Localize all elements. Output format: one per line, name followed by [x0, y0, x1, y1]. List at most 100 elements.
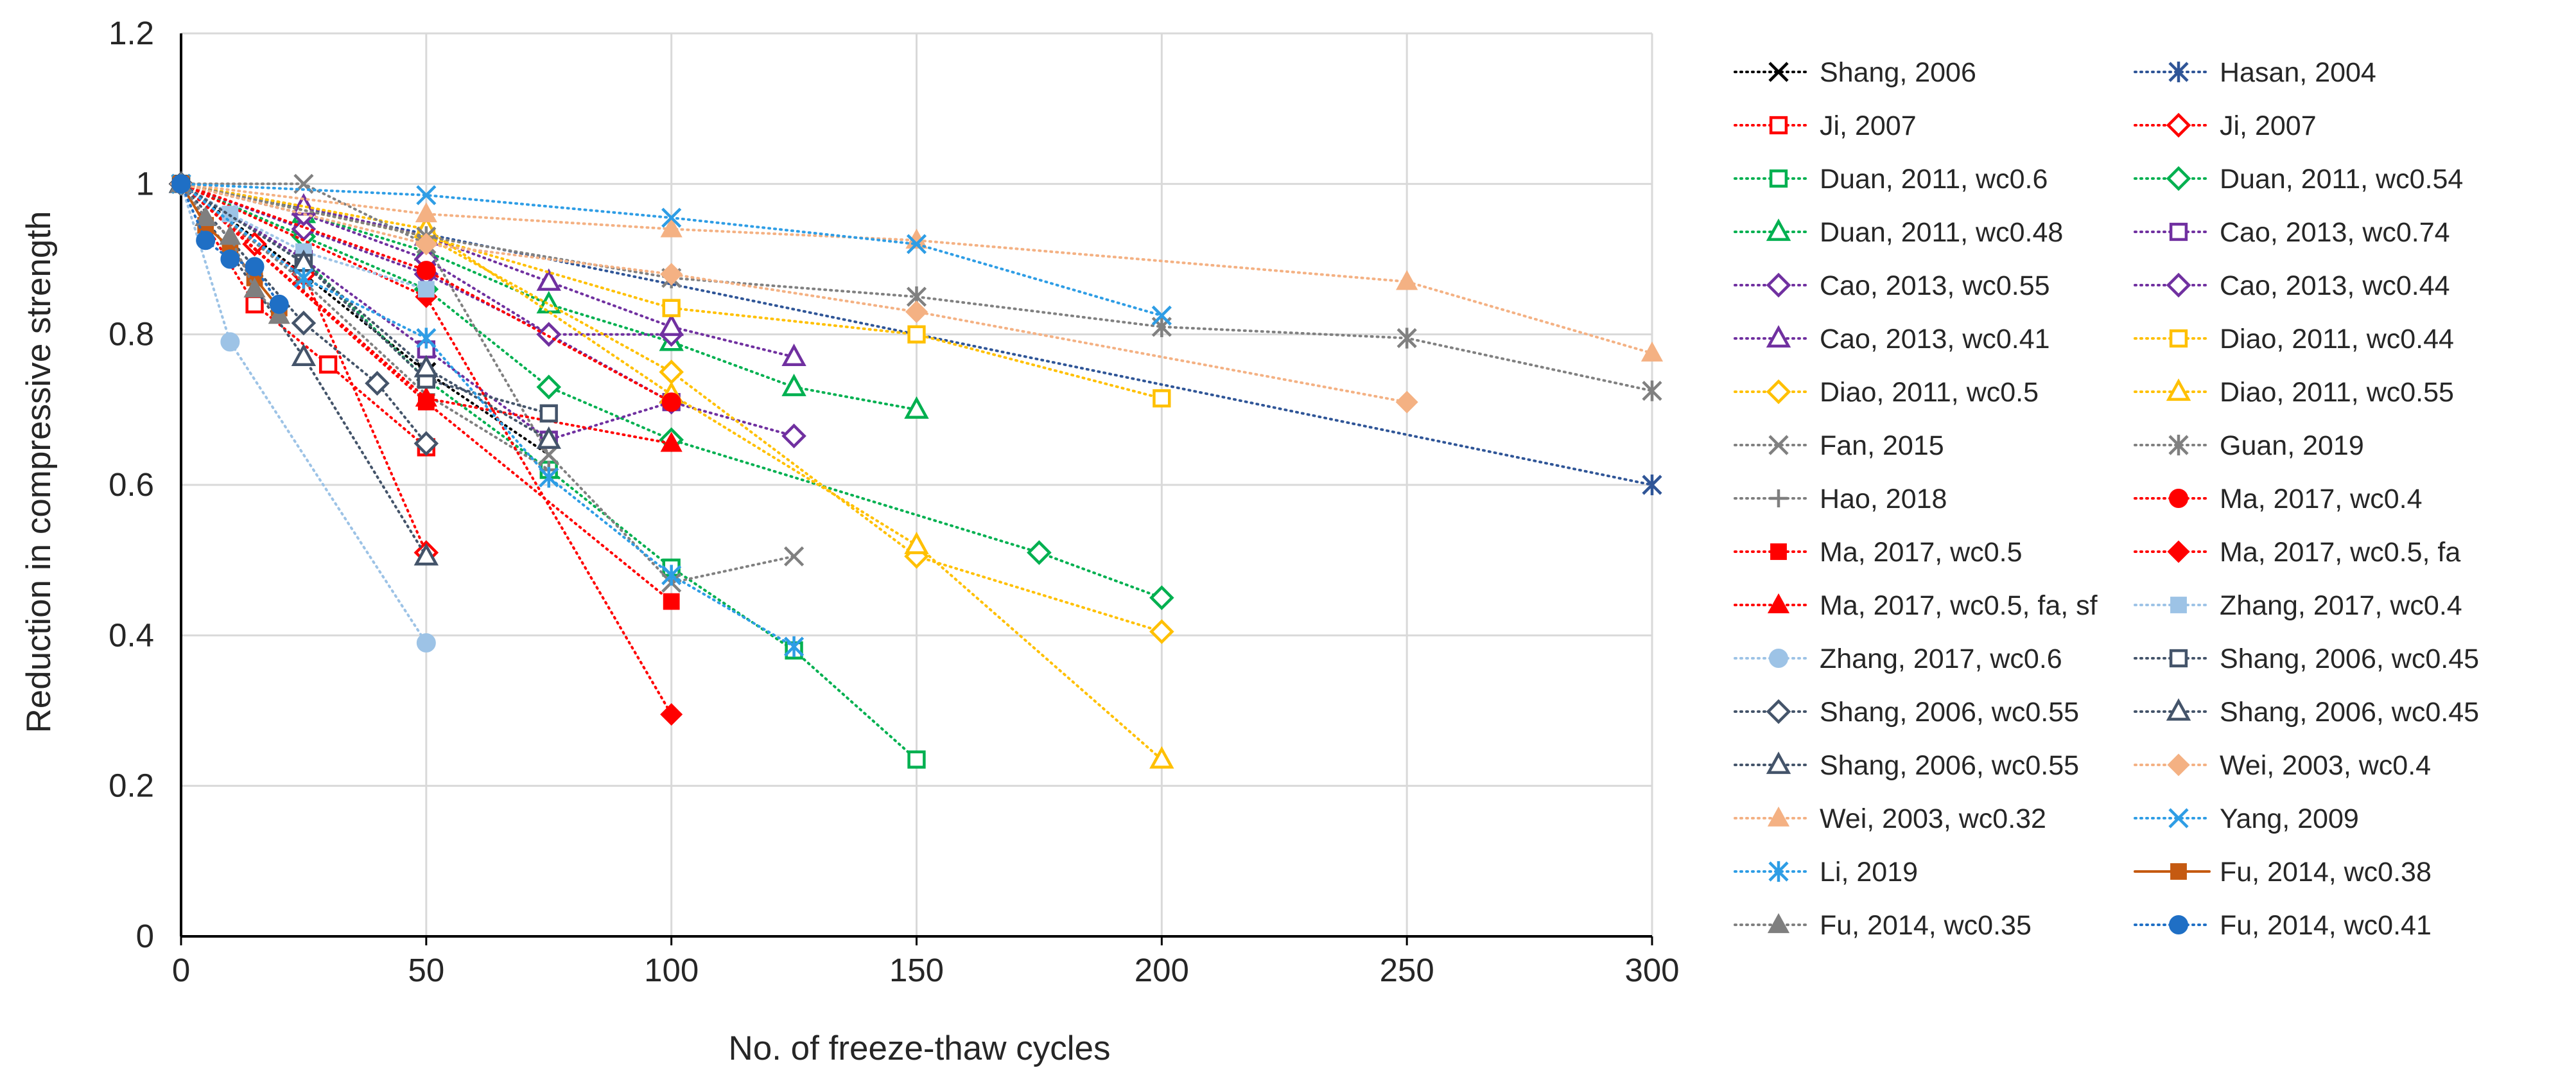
data-point	[1149, 619, 1174, 644]
legend-marker	[1766, 325, 1791, 348]
data-point	[781, 423, 806, 449]
data-point	[660, 217, 683, 238]
legend-entry: Fu, 2014, wc0.35	[1734, 910, 2032, 941]
legend-marker	[2169, 649, 2188, 668]
data-point	[1397, 328, 1417, 349]
legend-entry: Ji, 2007	[1734, 110, 1917, 141]
legend-label: Fu, 2014, wc0.41	[2220, 910, 2432, 941]
legend-entry: Diao, 2011, wc0.44	[2134, 324, 2454, 355]
legend-marker	[2167, 540, 2190, 563]
legend-marker	[2169, 222, 2188, 241]
data-point	[416, 633, 436, 653]
data-point	[413, 431, 439, 456]
data-point	[415, 387, 437, 407]
legend-label: Ji, 2007	[1820, 110, 1917, 141]
data-point	[783, 636, 805, 658]
legend-marker	[1766, 751, 1791, 775]
data-point	[416, 328, 437, 349]
data-point	[1027, 540, 1052, 565]
data-point	[1396, 270, 1418, 290]
data-point	[415, 202, 437, 223]
legend-label: Cao, 2013, wc0.74	[2220, 217, 2450, 248]
data-point	[660, 432, 683, 452]
legend-entry: Cao, 2013, wc0.44	[2134, 270, 2450, 301]
data-point	[416, 185, 437, 206]
data-point	[1149, 585, 1174, 611]
legend-marker	[1767, 806, 1790, 827]
legend: Shang, 2006 Hasan, 2004 Ji, 2007 Ji, 2007 Du…	[1734, 57, 2479, 941]
legend-marker	[1767, 593, 1790, 613]
data-point	[536, 322, 562, 347]
legend-marker	[1768, 861, 1789, 882]
y-tick-label: 1.2	[109, 15, 154, 51]
legend-marker	[1768, 435, 1789, 455]
legend-marker	[2166, 272, 2191, 298]
legend-label: Zhang, 2017, wc0.4	[2220, 590, 2462, 621]
legend-label: Duan, 2011, wc0.6	[1820, 164, 2048, 195]
legend-entry: Ma, 2017, wc0.4	[2134, 484, 2423, 514]
legend-label: Cao, 2013, wc0.41	[1820, 324, 2050, 355]
data-point	[269, 294, 289, 314]
data-point	[905, 301, 928, 324]
legend-label: Wei, 2003, wc0.4	[2220, 750, 2431, 781]
data-point	[243, 277, 266, 298]
legend-label: Ji, 2007	[2220, 110, 2317, 141]
legend-label: Ma, 2017, wc0.4	[2220, 484, 2423, 514]
series-layer	[168, 170, 1664, 769]
legend-entry: Duan, 2011, wc0.6	[1734, 164, 2048, 195]
legend-marker	[1769, 649, 1788, 668]
legend-marker	[2166, 698, 2191, 721]
data-point	[268, 304, 290, 324]
y-tick-label: 0.4	[109, 617, 154, 653]
legend-entry: Li, 2019	[1734, 857, 1918, 888]
data-point	[219, 225, 241, 245]
data-point	[413, 355, 439, 378]
data-point	[365, 371, 390, 396]
legend-marker	[1766, 272, 1791, 298]
legend-marker	[2169, 915, 2188, 934]
legend-entry: Shang, 2006, wc0.45	[2134, 644, 2479, 674]
legend-marker	[1768, 62, 1789, 82]
legend-label: Fu, 2014, wc0.35	[1820, 910, 2032, 941]
legend-label: Cao, 2013, wc0.55	[1820, 270, 2050, 301]
x-tick-label: 0	[172, 952, 190, 988]
data-point	[661, 565, 682, 586]
data-point	[660, 703, 683, 726]
legend-label: Duan, 2011, wc0.48	[1820, 217, 2063, 248]
series-line	[180, 182, 796, 648]
y-tick-label: 0.6	[109, 466, 154, 503]
data-point	[904, 396, 929, 419]
data-point	[245, 295, 264, 313]
data-point	[413, 543, 439, 566]
series-line	[180, 182, 796, 584]
series-line	[180, 182, 428, 445]
legend-label: Shang, 2006, wc0.55	[1820, 750, 2079, 781]
legend-label: Guan, 2019	[2220, 430, 2364, 461]
data-point	[539, 404, 558, 423]
legend-marker	[1769, 116, 1788, 135]
data-point	[245, 257, 265, 277]
legend-label: Ma, 2017, wc0.5	[1820, 537, 2023, 568]
data-point	[661, 392, 681, 412]
legend-label: Diao, 2011, wc0.44	[2220, 324, 2454, 355]
legend-marker	[1766, 379, 1791, 405]
legend-marker	[2169, 489, 2188, 508]
legend-entry: Wei, 2003, wc0.32	[1734, 803, 2046, 834]
legend-marker	[2166, 378, 2191, 401]
data-point	[659, 313, 684, 337]
legend-entry: Shang, 2006, wc0.55	[1734, 750, 2079, 781]
legend-entry: Zhang, 2017, wc0.6	[1734, 644, 2062, 674]
legend-entry: Cao, 2013, wc0.41	[1734, 324, 2050, 355]
data-point	[906, 234, 927, 254]
data-point	[781, 344, 806, 366]
legend-marker	[2168, 808, 2189, 828]
data-point	[536, 268, 561, 291]
legend-label: Ma, 2017, wc0.5, fa	[2220, 537, 2460, 568]
series-line	[180, 182, 1653, 355]
legend-entry: Shang, 2006, wc0.45	[2134, 697, 2479, 728]
data-point	[907, 750, 926, 769]
legend-entry: Fu, 2014, wc0.38	[2134, 857, 2432, 888]
y-tick-label: 0.8	[109, 316, 154, 353]
